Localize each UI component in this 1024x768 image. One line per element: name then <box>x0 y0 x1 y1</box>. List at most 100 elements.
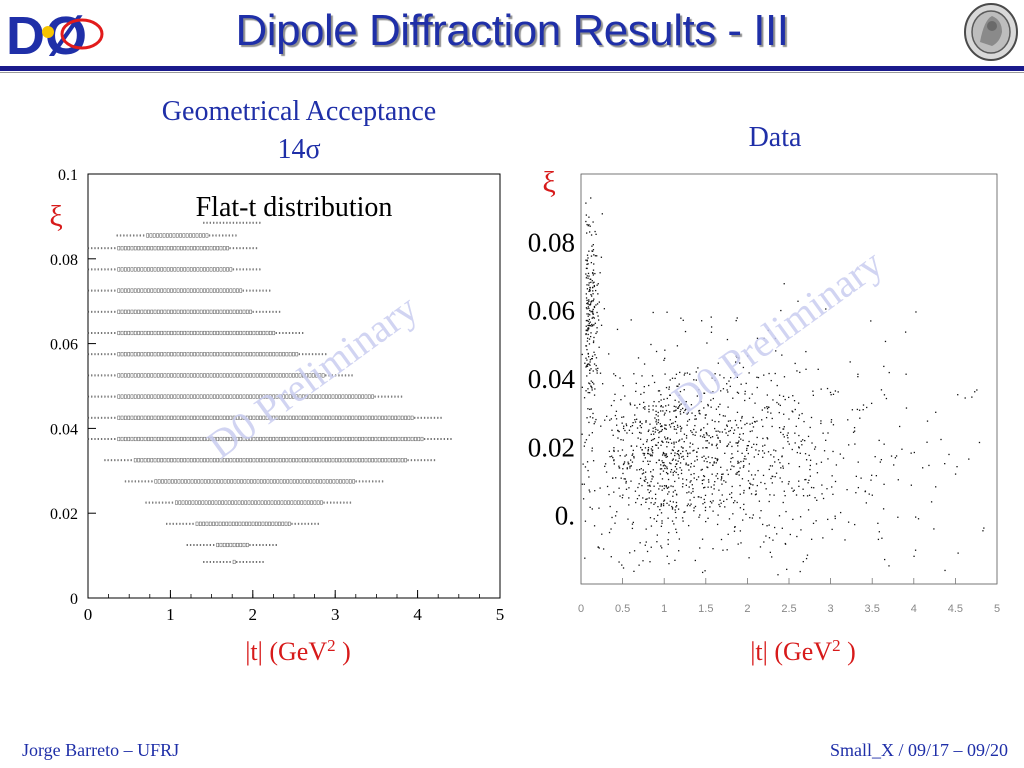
data-point <box>685 434 688 437</box>
acceptance-cell <box>127 246 131 251</box>
acceptance-cell <box>295 394 299 399</box>
acceptance-cell <box>143 288 147 293</box>
acceptance-cell <box>226 458 229 463</box>
data-point <box>663 398 665 400</box>
data-point <box>663 499 666 501</box>
data-point <box>653 503 655 505</box>
data-point <box>598 346 600 348</box>
acceptance-cell <box>137 288 140 293</box>
data-point <box>592 412 594 415</box>
acceptance-cell <box>374 458 378 463</box>
acceptance-cell <box>256 479 260 484</box>
acceptance-cell <box>291 522 293 525</box>
acceptance-cell <box>430 416 432 419</box>
acceptance-cell <box>117 288 121 293</box>
acceptance-cell <box>199 267 203 272</box>
data-point <box>593 336 595 339</box>
data-point <box>788 480 790 483</box>
data-point <box>661 425 663 428</box>
acceptance-cell <box>124 352 127 357</box>
data-point <box>738 462 740 464</box>
data-point <box>683 433 686 435</box>
data-point <box>694 505 697 508</box>
acceptance-cell <box>255 268 258 271</box>
data-point <box>712 510 714 512</box>
acceptance-cell <box>218 234 221 237</box>
data-point <box>781 354 783 356</box>
acceptance-cell <box>137 436 140 442</box>
data-point <box>720 479 722 481</box>
acceptance-cell <box>328 415 332 420</box>
acceptance-xtick-label: 4 <box>413 605 422 624</box>
acceptance-cell <box>116 234 118 237</box>
data-point <box>617 437 619 439</box>
data-point <box>673 523 675 525</box>
acceptance-cell <box>199 373 203 378</box>
data-point <box>664 454 666 457</box>
acceptance-cell <box>433 438 436 440</box>
data-point <box>763 541 765 543</box>
data-point <box>744 393 746 395</box>
acceptance-cell <box>282 352 285 357</box>
acceptance-chart: 0 1 2 3 4 500.020.040.060.080.1 Flat-t distri… <box>49 167 504 666</box>
data-point <box>803 420 805 423</box>
data-point <box>590 380 592 382</box>
data-point <box>631 523 634 525</box>
acceptance-cell <box>253 479 257 484</box>
data-point <box>782 395 785 398</box>
data-point <box>591 432 593 434</box>
data-point <box>680 409 682 411</box>
acceptance-cell <box>242 415 246 420</box>
acceptance-cell <box>332 479 336 484</box>
acceptance-cell <box>276 479 280 484</box>
data-point <box>738 474 740 476</box>
acceptance-cell <box>229 542 233 548</box>
data-point <box>644 457 647 459</box>
acceptance-cell <box>374 436 378 442</box>
acceptance-cell <box>226 267 229 272</box>
data-point <box>685 462 687 464</box>
data-point <box>589 309 591 312</box>
data-point <box>644 408 646 410</box>
data-point <box>926 441 928 443</box>
data-point <box>591 245 593 247</box>
data-point <box>719 374 721 376</box>
data-point <box>633 373 635 375</box>
data-point <box>750 493 753 495</box>
data-point <box>798 446 800 448</box>
data-point <box>593 284 595 287</box>
data-point <box>582 498 585 500</box>
data-point <box>679 462 682 464</box>
data-point <box>635 501 637 504</box>
data-point <box>653 400 655 403</box>
acceptance-cell <box>193 288 196 293</box>
acceptance-cell <box>252 436 256 442</box>
data-point <box>661 547 663 549</box>
acceptance-cell <box>100 310 103 313</box>
data-point <box>954 473 957 475</box>
acceptance-cell <box>236 458 239 463</box>
data-point <box>712 391 714 393</box>
data-point <box>645 421 647 423</box>
data-point <box>632 521 635 524</box>
acceptance-cell <box>288 436 292 442</box>
data-point <box>737 450 739 452</box>
data-point <box>586 275 588 277</box>
data-point <box>586 461 589 463</box>
data-point <box>754 494 757 496</box>
data-point <box>812 522 815 525</box>
acceptance-cell <box>94 374 96 377</box>
acceptance-cell <box>200 479 204 484</box>
acceptance-cell <box>117 246 121 251</box>
data-point <box>765 416 768 419</box>
data-point <box>588 304 591 306</box>
data-point <box>640 426 643 429</box>
data-point <box>641 375 643 377</box>
data-point <box>731 427 733 429</box>
data-point <box>594 421 596 423</box>
acceptance-cell <box>175 233 179 238</box>
data-point <box>685 408 687 411</box>
data-point <box>810 486 813 489</box>
acceptance-cell <box>173 394 177 399</box>
data-point <box>806 554 809 556</box>
